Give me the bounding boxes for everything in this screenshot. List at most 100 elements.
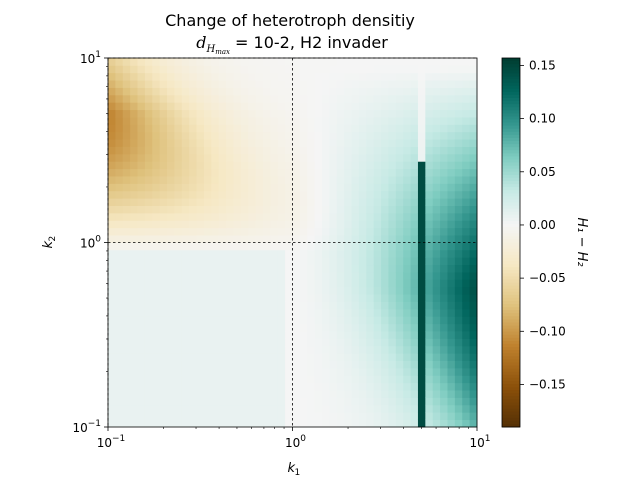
heatmap-cell xyxy=(285,375,293,384)
heatmap-cell xyxy=(211,397,220,406)
colorbar-segment xyxy=(502,414,520,419)
heatmap-cell xyxy=(373,249,382,258)
heatmap-cell xyxy=(307,257,316,266)
heatmap-cell xyxy=(211,367,220,376)
heatmap-cell xyxy=(307,242,316,251)
heatmap-cell xyxy=(358,264,367,273)
heatmap-cell xyxy=(425,286,434,295)
heatmap-cell xyxy=(211,102,220,111)
heatmap-cell xyxy=(167,353,175,361)
heatmap-cell xyxy=(174,331,183,339)
heatmap-cell xyxy=(285,109,293,118)
colorbar-segment xyxy=(502,294,520,299)
heatmap-cell xyxy=(314,190,323,199)
heatmap-cell xyxy=(196,72,205,81)
heatmap-cell xyxy=(277,198,286,206)
heatmap-cell xyxy=(226,146,234,155)
heatmap-cell xyxy=(373,102,382,111)
colorbar-segment xyxy=(502,171,520,176)
heatmap-cell xyxy=(373,131,382,140)
x-tick-label: 101 xyxy=(469,434,490,450)
heatmap-cell xyxy=(137,102,146,111)
heatmap-cell xyxy=(469,397,478,406)
heatmap-cell xyxy=(270,161,279,170)
heatmap-cell xyxy=(358,131,367,140)
heatmap-cell xyxy=(417,117,426,125)
heatmap-cell xyxy=(226,220,234,229)
heatmap-cell xyxy=(122,257,131,266)
heatmap-cell xyxy=(381,65,389,74)
heatmap-cell xyxy=(447,235,456,243)
heatmap-cell xyxy=(262,109,271,118)
heatmap-cell xyxy=(344,235,352,243)
heatmap-cell xyxy=(174,102,183,111)
heatmap-cell xyxy=(322,375,330,384)
heatmap-cell xyxy=(373,360,382,369)
heatmap-cell xyxy=(181,279,190,288)
colorbar-segment xyxy=(502,227,520,231)
heatmap-cell xyxy=(108,316,116,325)
heatmap-cell xyxy=(388,257,397,266)
heatmap-cell xyxy=(248,412,256,421)
colorbar-segment xyxy=(502,254,520,259)
heatmap-cell xyxy=(403,87,411,96)
heatmap-cell xyxy=(440,80,448,88)
heatmap-cell xyxy=(115,87,124,96)
heatmap-cell xyxy=(226,87,234,96)
heatmap-cell xyxy=(432,235,441,243)
heatmap-cell xyxy=(233,272,242,280)
heatmap-cell xyxy=(322,397,330,406)
heatmap-cell xyxy=(115,65,124,74)
heatmap-cell xyxy=(189,397,197,406)
heatmap-cell xyxy=(240,294,249,302)
heatmap-cell xyxy=(152,212,161,221)
heatmap-cell xyxy=(292,183,301,192)
heatmap-cell xyxy=(196,87,205,96)
heatmap-cell xyxy=(447,94,456,103)
heatmap-cell xyxy=(366,227,375,236)
heatmap-cell xyxy=(115,272,124,280)
heatmap-cell xyxy=(255,360,264,369)
heatmap-cell xyxy=(262,235,271,243)
heatmap-cell xyxy=(381,161,389,170)
heatmap-cell xyxy=(248,205,256,214)
heatmap-cell xyxy=(189,72,197,81)
heatmap-cell xyxy=(395,87,404,96)
heatmap-cell xyxy=(174,397,183,406)
heatmap-cell xyxy=(358,272,367,280)
heatmap-cell xyxy=(196,338,205,347)
heatmap-cell xyxy=(425,323,434,332)
heatmap-cell xyxy=(137,139,146,147)
heatmap-cell xyxy=(469,272,478,280)
heatmap-cell xyxy=(299,176,308,184)
heatmap-cell xyxy=(159,87,168,96)
heatmap-cell xyxy=(115,279,124,288)
heatmap-cell xyxy=(277,257,286,266)
heatmap-cell xyxy=(351,227,360,236)
heatmap-cell xyxy=(314,212,323,221)
heatmap-cell xyxy=(240,367,249,376)
heatmap-cell xyxy=(130,294,138,302)
heatmap-cell xyxy=(108,331,116,339)
heatmap-cell xyxy=(395,205,404,214)
heatmap-cell xyxy=(255,412,264,421)
heatmap-cell xyxy=(233,390,242,398)
heatmap-cell xyxy=(108,124,116,133)
colorbar-segment xyxy=(502,377,520,382)
colorbar-segment xyxy=(502,233,520,237)
heatmap-cell xyxy=(285,331,293,339)
heatmap-cell xyxy=(469,117,478,125)
heatmap-cell xyxy=(314,286,323,295)
heatmap-cell xyxy=(270,190,279,199)
heatmap-cell xyxy=(336,294,345,302)
heatmap-cell xyxy=(144,80,153,88)
heatmap-cell xyxy=(440,168,448,177)
heatmap-cell xyxy=(270,131,279,140)
heatmap-cell xyxy=(329,227,338,236)
heatmap-cell xyxy=(285,390,293,398)
heatmap-cell xyxy=(358,404,367,413)
heatmap-cell xyxy=(410,301,419,310)
heatmap-cell xyxy=(292,161,301,170)
heatmap-cell xyxy=(410,412,419,421)
heatmap-cell xyxy=(388,146,397,155)
